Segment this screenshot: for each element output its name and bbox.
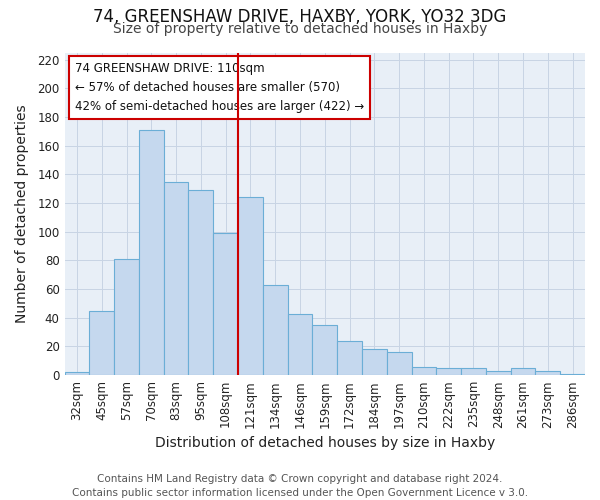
Bar xyxy=(213,233,238,375)
Bar xyxy=(65,372,89,375)
Bar xyxy=(114,259,139,375)
Y-axis label: Number of detached properties: Number of detached properties xyxy=(15,104,29,323)
Text: Size of property relative to detached houses in Haxby: Size of property relative to detached ho… xyxy=(113,22,487,36)
Bar xyxy=(139,130,164,375)
Bar xyxy=(164,182,188,375)
Bar xyxy=(535,371,560,375)
Bar xyxy=(362,350,387,375)
Bar xyxy=(560,374,585,375)
Bar xyxy=(412,366,436,375)
Text: Contains HM Land Registry data © Crown copyright and database right 2024.
Contai: Contains HM Land Registry data © Crown c… xyxy=(72,474,528,498)
Text: 74 GREENSHAW DRIVE: 110sqm
← 57% of detached houses are smaller (570)
42% of sem: 74 GREENSHAW DRIVE: 110sqm ← 57% of deta… xyxy=(75,62,364,113)
Bar xyxy=(313,325,337,375)
Bar xyxy=(511,368,535,375)
Text: 74, GREENSHAW DRIVE, HAXBY, YORK, YO32 3DG: 74, GREENSHAW DRIVE, HAXBY, YORK, YO32 3… xyxy=(94,8,506,26)
Bar xyxy=(263,285,287,375)
Bar xyxy=(238,198,263,375)
Bar xyxy=(436,368,461,375)
Bar xyxy=(337,341,362,375)
Bar xyxy=(89,310,114,375)
Bar xyxy=(188,190,213,375)
Bar xyxy=(461,368,486,375)
X-axis label: Distribution of detached houses by size in Haxby: Distribution of detached houses by size … xyxy=(155,436,495,450)
Bar xyxy=(387,352,412,375)
Bar xyxy=(287,314,313,375)
Bar xyxy=(486,371,511,375)
